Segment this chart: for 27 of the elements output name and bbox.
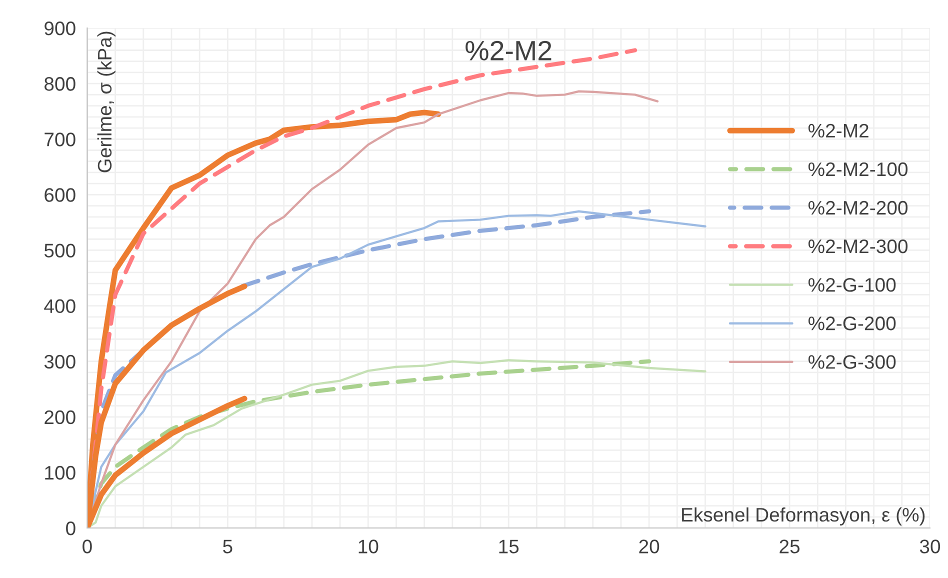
y-tick-label: 600 (44, 188, 76, 202)
y-tick-label: 500 (44, 244, 76, 258)
y-tick-label: 400 (44, 299, 76, 314)
x-tick-label: 10 (358, 540, 378, 554)
legend-label: %2-M2 (808, 124, 868, 138)
x-tick-label: 0 (82, 540, 92, 554)
y-tick-label: 900 (44, 22, 76, 36)
x-tick-label: 30 (920, 540, 940, 554)
y-tick-label: 800 (44, 77, 76, 91)
y-tick-label: 100 (45, 466, 76, 480)
y-tick-label: 300 (44, 354, 76, 369)
x-tick-label: 5 (223, 540, 232, 554)
y-tick-label: 200 (44, 410, 76, 424)
x-axis-title: Eksenel Deformasyon, ε (%) (682, 507, 925, 526)
legend-label: %2-G-100 (808, 278, 896, 292)
legend-label: %2-M2-200 (808, 200, 908, 215)
legend-label: %2-M2-300 (808, 239, 908, 254)
y-tick-label: 0 (66, 521, 76, 536)
x-tick-label: 20 (639, 540, 660, 554)
chart-title: %2-M2 (466, 40, 552, 60)
legend-label: %2-G-200 (808, 316, 896, 330)
y-axis-title: Gerilme, σ (kPa) (97, 32, 116, 172)
legend-label: %2-M2-100 (808, 162, 908, 176)
legend-label: %2-G-300 (808, 355, 896, 369)
x-tick-label: 25 (780, 540, 800, 554)
x-tick-label: 15 (499, 540, 519, 554)
y-tick-label: 700 (44, 132, 76, 146)
